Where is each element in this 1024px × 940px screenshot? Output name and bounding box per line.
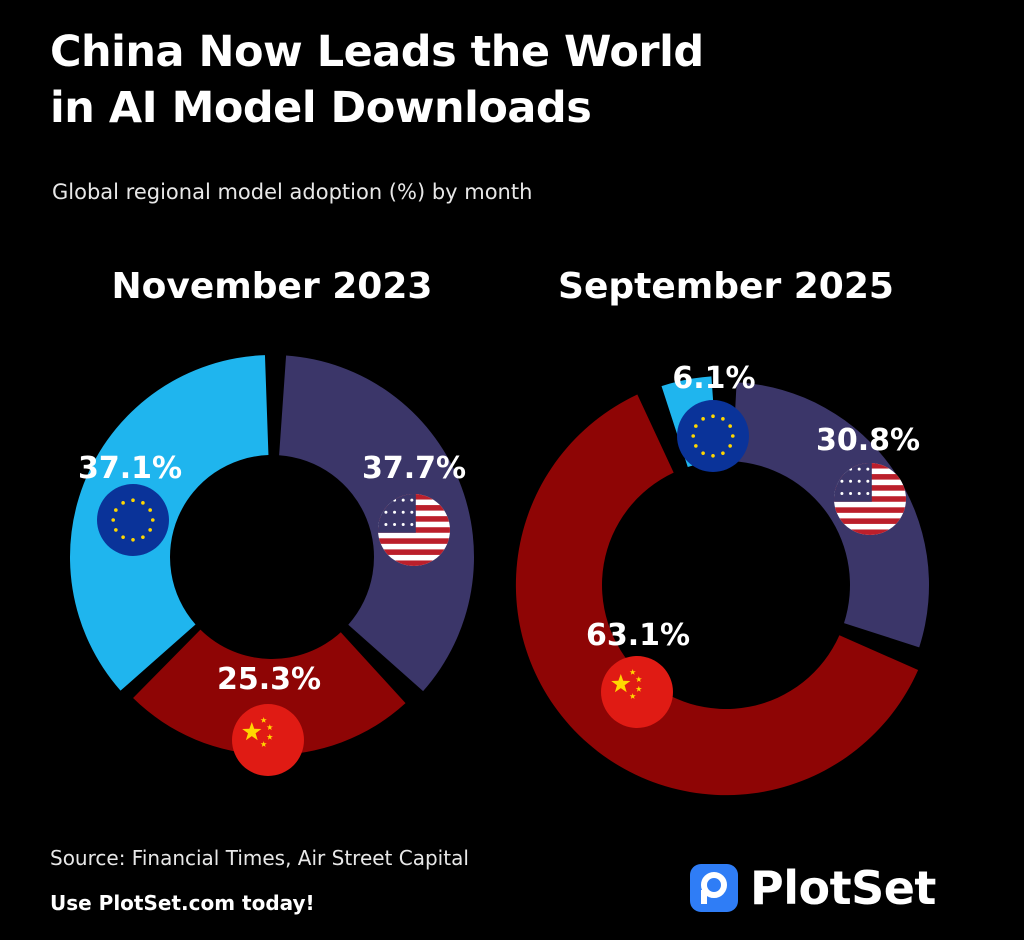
data-label-eu: 6.1% — [672, 361, 755, 396]
us-flag-icon — [378, 494, 450, 566]
chart-title-1: November 2023 — [112, 266, 433, 307]
chart-title: China Now Leads the World in AI Model Do… — [50, 24, 950, 136]
source-note: Source: Financial Times, Air Street Capi… — [50, 846, 469, 870]
data-label-us: 37.7% — [362, 451, 466, 486]
china-flag-icon — [601, 656, 673, 728]
data-label-eu: 37.1% — [78, 451, 182, 486]
china-flag-icon — [232, 704, 304, 776]
cta-text: Use PlotSet.com today! — [50, 891, 315, 915]
segment-eu — [69, 355, 269, 691]
donut-chart-1: November 2023 37.7% 25.3% 37.1% — [69, 266, 474, 776]
plotset-logo-icon — [690, 864, 738, 912]
segment-us — [279, 355, 474, 692]
plotset-logo: PlotSet — [690, 858, 936, 918]
eu-flag-icon — [97, 484, 169, 556]
title-line-1: China Now Leads the World — [50, 27, 704, 77]
segment-us — [732, 382, 929, 648]
donut-chart-2: September 2025 30.8% 63.1% 6.1% — [515, 266, 929, 796]
eu-flag-icon — [677, 400, 749, 472]
title-line-2: in AI Model Downloads — [50, 83, 592, 133]
chart-subtitle: Global regional model adoption (%) by mo… — [52, 180, 533, 204]
plotset-logo-text: PlotSet — [750, 861, 936, 915]
data-label-china: 25.3% — [217, 662, 321, 697]
data-label-china: 63.1% — [586, 618, 690, 653]
data-label-us: 30.8% — [816, 423, 920, 458]
chart-title-2: September 2025 — [558, 266, 894, 307]
us-flag-icon — [834, 463, 906, 535]
segment-china — [133, 629, 406, 755]
